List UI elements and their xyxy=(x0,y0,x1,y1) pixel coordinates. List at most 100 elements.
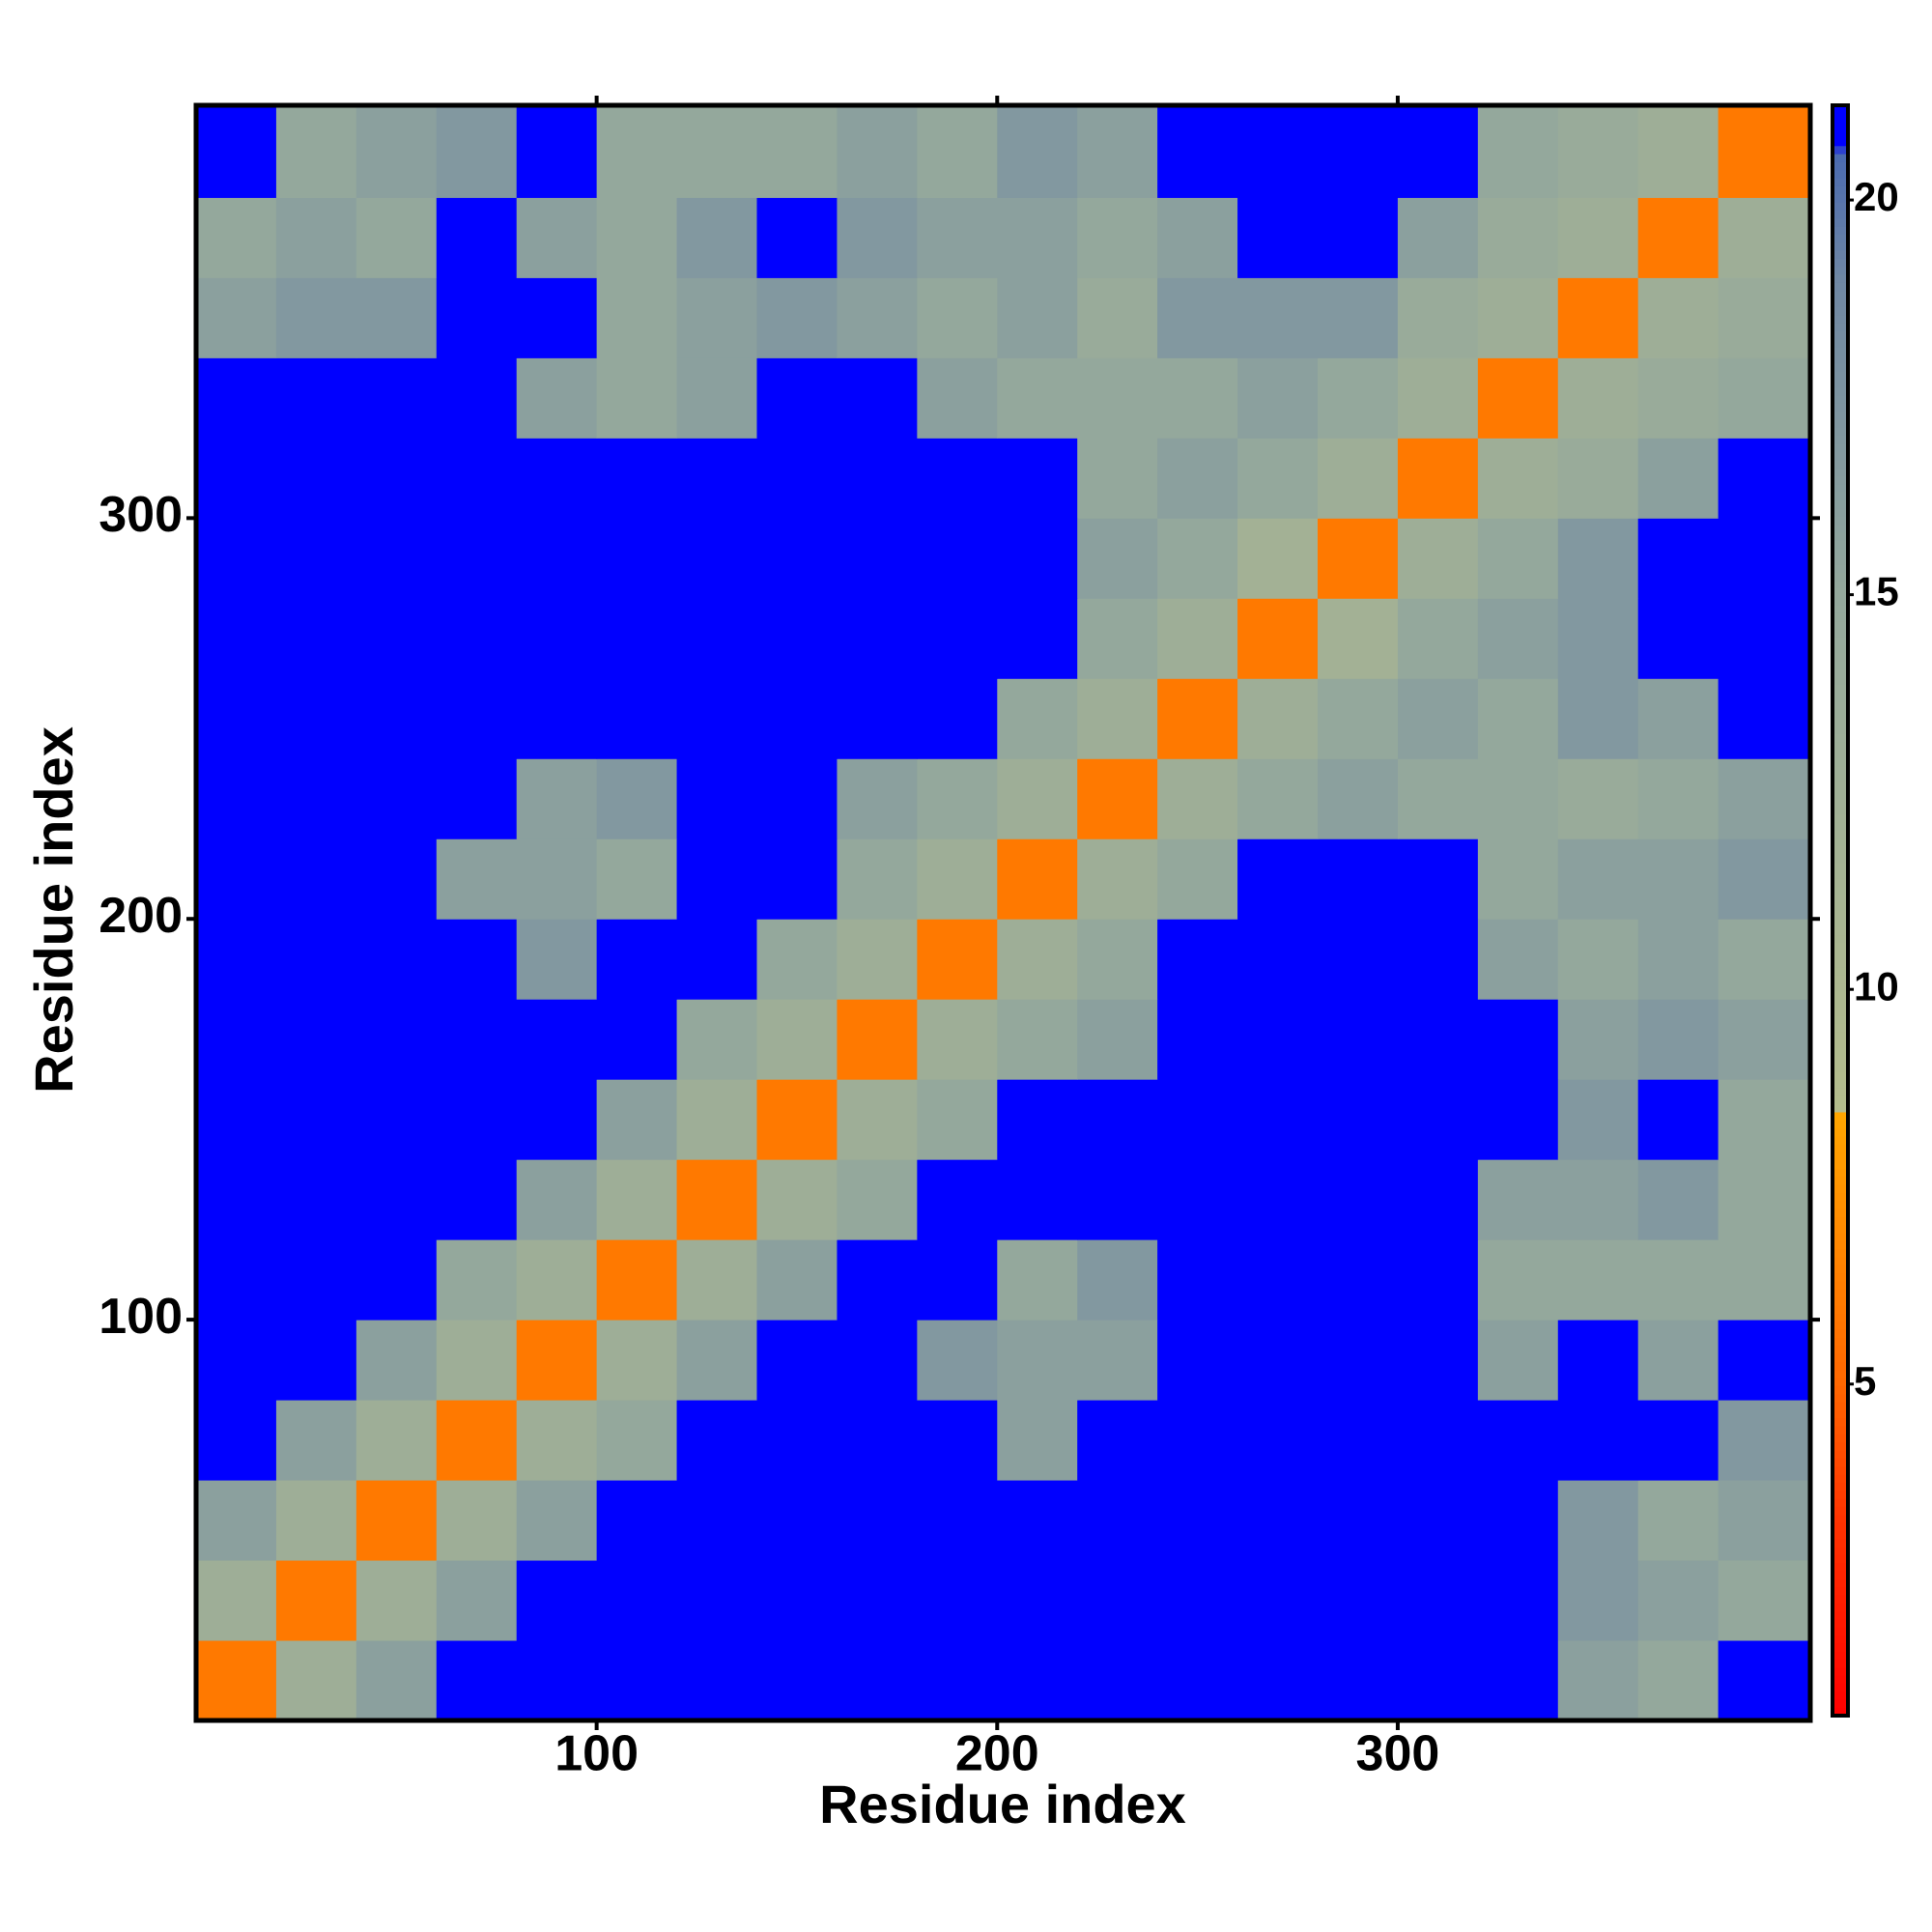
heatmap-cell xyxy=(1718,1239,1811,1321)
heatmap-cell xyxy=(1077,678,1158,759)
colorbar-segment xyxy=(1833,1570,1848,1579)
colorbar-segment xyxy=(1833,435,1848,444)
heatmap-cell xyxy=(1718,357,1811,439)
heatmap-cell xyxy=(516,678,598,759)
heatmap-cell xyxy=(1237,999,1319,1080)
heatmap-cell xyxy=(355,277,438,358)
colorbar-segment xyxy=(1833,1200,1848,1209)
heatmap-cell xyxy=(1397,1159,1479,1240)
colorbar-segment xyxy=(1833,274,1848,283)
colorbar-segment xyxy=(1833,1521,1848,1531)
heatmap-cell xyxy=(275,1320,357,1401)
heatmap-cell xyxy=(436,1560,518,1641)
colorbar-segment xyxy=(1833,1183,1848,1193)
heatmap-cell xyxy=(516,277,598,358)
heatmap-cell xyxy=(676,758,757,839)
colorbar-segment xyxy=(1833,1313,1848,1322)
heatmap-cell xyxy=(837,105,918,198)
heatmap-cell xyxy=(196,1480,277,1561)
heatmap-cell xyxy=(997,1640,1078,1721)
heatmap-cell xyxy=(997,999,1078,1080)
colorbar-segment xyxy=(1833,1441,1848,1451)
heatmap-cell xyxy=(355,518,438,599)
heatmap-cell xyxy=(1397,1239,1479,1321)
heatmap-cell xyxy=(516,1560,598,1641)
heatmap-cell xyxy=(596,678,678,759)
heatmap-cell xyxy=(1317,1159,1399,1240)
heatmap-cell xyxy=(1637,999,1719,1080)
colorbar-segment xyxy=(1833,137,1848,147)
heatmap-cell xyxy=(1157,678,1238,759)
heatmap-cell xyxy=(1317,438,1399,519)
heatmap-cell xyxy=(917,1159,998,1240)
heatmap-cell xyxy=(1477,197,1559,278)
colorbar-segment xyxy=(1833,612,1848,622)
heatmap-cell xyxy=(917,357,998,439)
heatmap-cell xyxy=(676,919,757,1000)
heatmap-cell xyxy=(1637,438,1719,519)
colorbar-segment xyxy=(1833,878,1848,888)
heatmap-cell xyxy=(275,197,357,278)
colorbar-segment xyxy=(1833,362,1848,372)
heatmap-cell xyxy=(997,1480,1078,1561)
heatmap-cell xyxy=(596,105,678,198)
heatmap-cell xyxy=(1637,277,1719,358)
colorbar-segment xyxy=(1833,966,1848,976)
colorbar-segment xyxy=(1833,516,1848,526)
colorbar-segment xyxy=(1833,1127,1848,1137)
heatmap-cell xyxy=(1637,1560,1719,1641)
heatmap-cell xyxy=(1317,1079,1399,1160)
colorbar-segment xyxy=(1833,540,1848,550)
heatmap-cell xyxy=(1637,838,1719,920)
heatmap-cell xyxy=(756,1079,838,1160)
colorbar-segment xyxy=(1833,1514,1848,1523)
heatmap-cell xyxy=(756,678,838,759)
colorbar-segment xyxy=(1833,226,1848,235)
heatmap-cell xyxy=(1317,1480,1399,1561)
colorbar-segment xyxy=(1833,1506,1848,1516)
heatmap-cell xyxy=(837,197,918,278)
colorbar-segment xyxy=(1833,1490,1848,1499)
colorbar-segment xyxy=(1833,1530,1848,1540)
colorbar-segment xyxy=(1833,1232,1848,1241)
heatmap-cell xyxy=(1637,678,1719,759)
colorbar-segment xyxy=(1833,1176,1848,1185)
heatmap-cell xyxy=(1718,1560,1811,1641)
colorbar-segment xyxy=(1833,910,1848,920)
heatmap-cell xyxy=(1317,357,1399,439)
colorbar-segment xyxy=(1833,161,1848,171)
heatmap-cell xyxy=(1317,1640,1399,1721)
heatmap-cell xyxy=(997,197,1078,278)
colorbar-segment xyxy=(1833,1618,1848,1628)
colorbar-segment xyxy=(1833,652,1848,662)
heatmap-cell xyxy=(997,919,1078,1000)
heatmap-cell xyxy=(596,518,678,599)
heatmap-cell xyxy=(1477,1079,1559,1160)
heatmap-cell xyxy=(1077,1560,1158,1641)
heatmap-cell xyxy=(676,1079,757,1160)
colorbar-segment xyxy=(1833,1216,1848,1226)
colorbar-segment xyxy=(1833,1393,1848,1403)
colorbar-segment xyxy=(1833,1135,1848,1145)
colorbar-segment xyxy=(1833,637,1848,646)
heatmap-cell xyxy=(1237,1239,1319,1321)
heatmap-cell xyxy=(1557,1560,1639,1641)
heatmap-cell xyxy=(355,105,438,198)
heatmap-cell xyxy=(1317,1239,1399,1321)
heatmap-cell xyxy=(196,999,277,1080)
heatmap-cell xyxy=(837,1320,918,1401)
colorbar-segment xyxy=(1833,234,1848,243)
heatmap-cell xyxy=(756,277,838,358)
heatmap-cell xyxy=(1157,1159,1238,1240)
heatmap-cell xyxy=(1557,1079,1639,1160)
colorbar-segment xyxy=(1833,379,1848,388)
heatmap-cell xyxy=(355,438,438,519)
heatmap-cell xyxy=(1718,518,1811,599)
colorbar-segment xyxy=(1833,242,1848,251)
heatmap-cell xyxy=(275,438,357,519)
colorbar-segment xyxy=(1833,1095,1848,1105)
heatmap-cell xyxy=(756,1480,838,1561)
heatmap-cell xyxy=(1477,999,1559,1080)
heatmap-cell xyxy=(1477,678,1559,759)
colorbar-segment xyxy=(1833,1304,1848,1314)
